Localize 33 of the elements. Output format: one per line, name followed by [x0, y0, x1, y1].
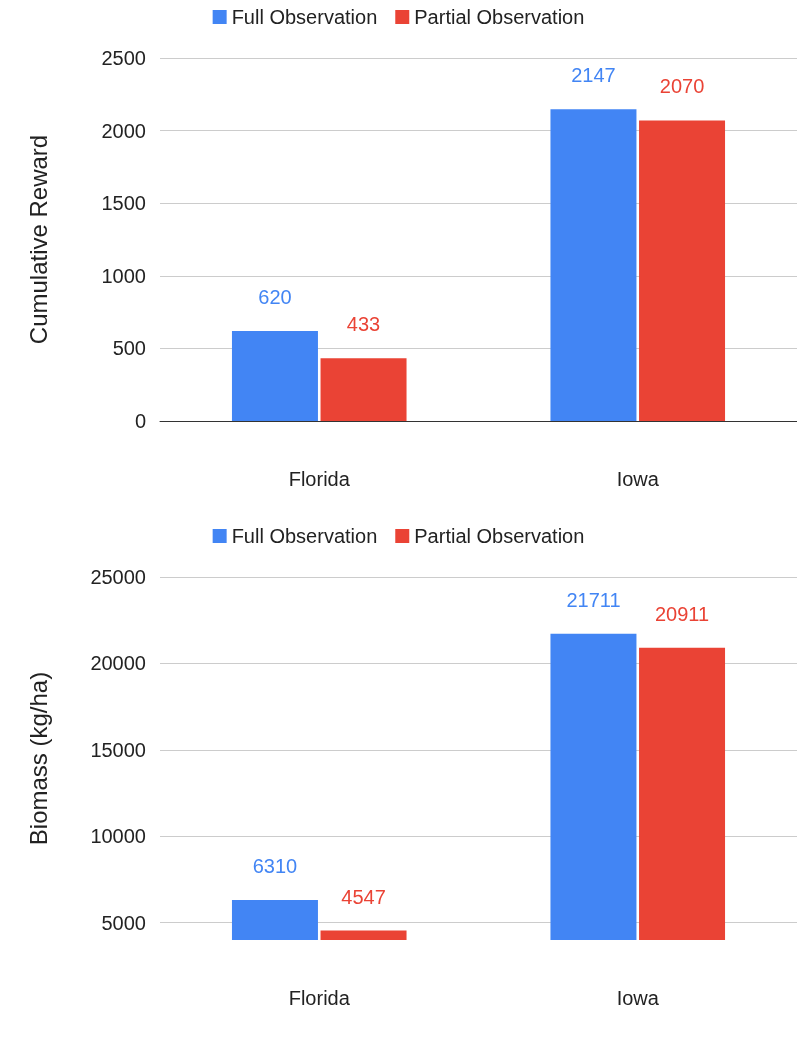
- y-tick-label: 15000: [90, 738, 146, 761]
- y-axis-title: Biomass (kg/ha): [24, 671, 52, 846]
- x-tick-label: Florida: [288, 987, 351, 1009]
- y-axis-title: Cumulative Reward: [24, 134, 52, 345]
- y-tick-label: 2500: [101, 47, 146, 69]
- y-tick-label: 2000: [101, 119, 146, 142]
- data-label: 6310: [252, 855, 298, 878]
- x-tick-label: Florida: [288, 468, 351, 490]
- data-label: 4547: [341, 885, 386, 908]
- y-tick-label: 0: [134, 410, 146, 432]
- bar: [639, 120, 726, 421]
- bar: [320, 358, 407, 421]
- y-tick-label: 25000: [90, 566, 146, 588]
- bar: [550, 109, 637, 421]
- data-label: 433: [346, 313, 381, 336]
- x-tick-label: Iowa: [616, 468, 660, 490]
- x-tick-label: Iowa: [616, 987, 660, 1009]
- data-label: 2070: [659, 75, 705, 98]
- legend-label: Partial Observation: [414, 525, 585, 547]
- y-tick-label: 1500: [101, 192, 146, 215]
- bar: [231, 330, 318, 421]
- y-tick-label: 500: [112, 337, 146, 360]
- legend-label: Full Observation: [231, 6, 378, 28]
- y-tick-label: 1000: [101, 264, 146, 287]
- data-label: 20911: [654, 602, 710, 625]
- y-tick-label: 20000: [90, 652, 146, 675]
- data-label: 2147: [571, 64, 616, 87]
- data-label: 21711: [566, 588, 621, 611]
- legend-label: Partial Observation: [414, 6, 585, 28]
- y-tick-label: 10000: [90, 825, 146, 848]
- data-label: 620: [258, 285, 292, 308]
- legend-label: Full Observation: [231, 525, 378, 547]
- y-tick-label: 5000: [101, 911, 146, 934]
